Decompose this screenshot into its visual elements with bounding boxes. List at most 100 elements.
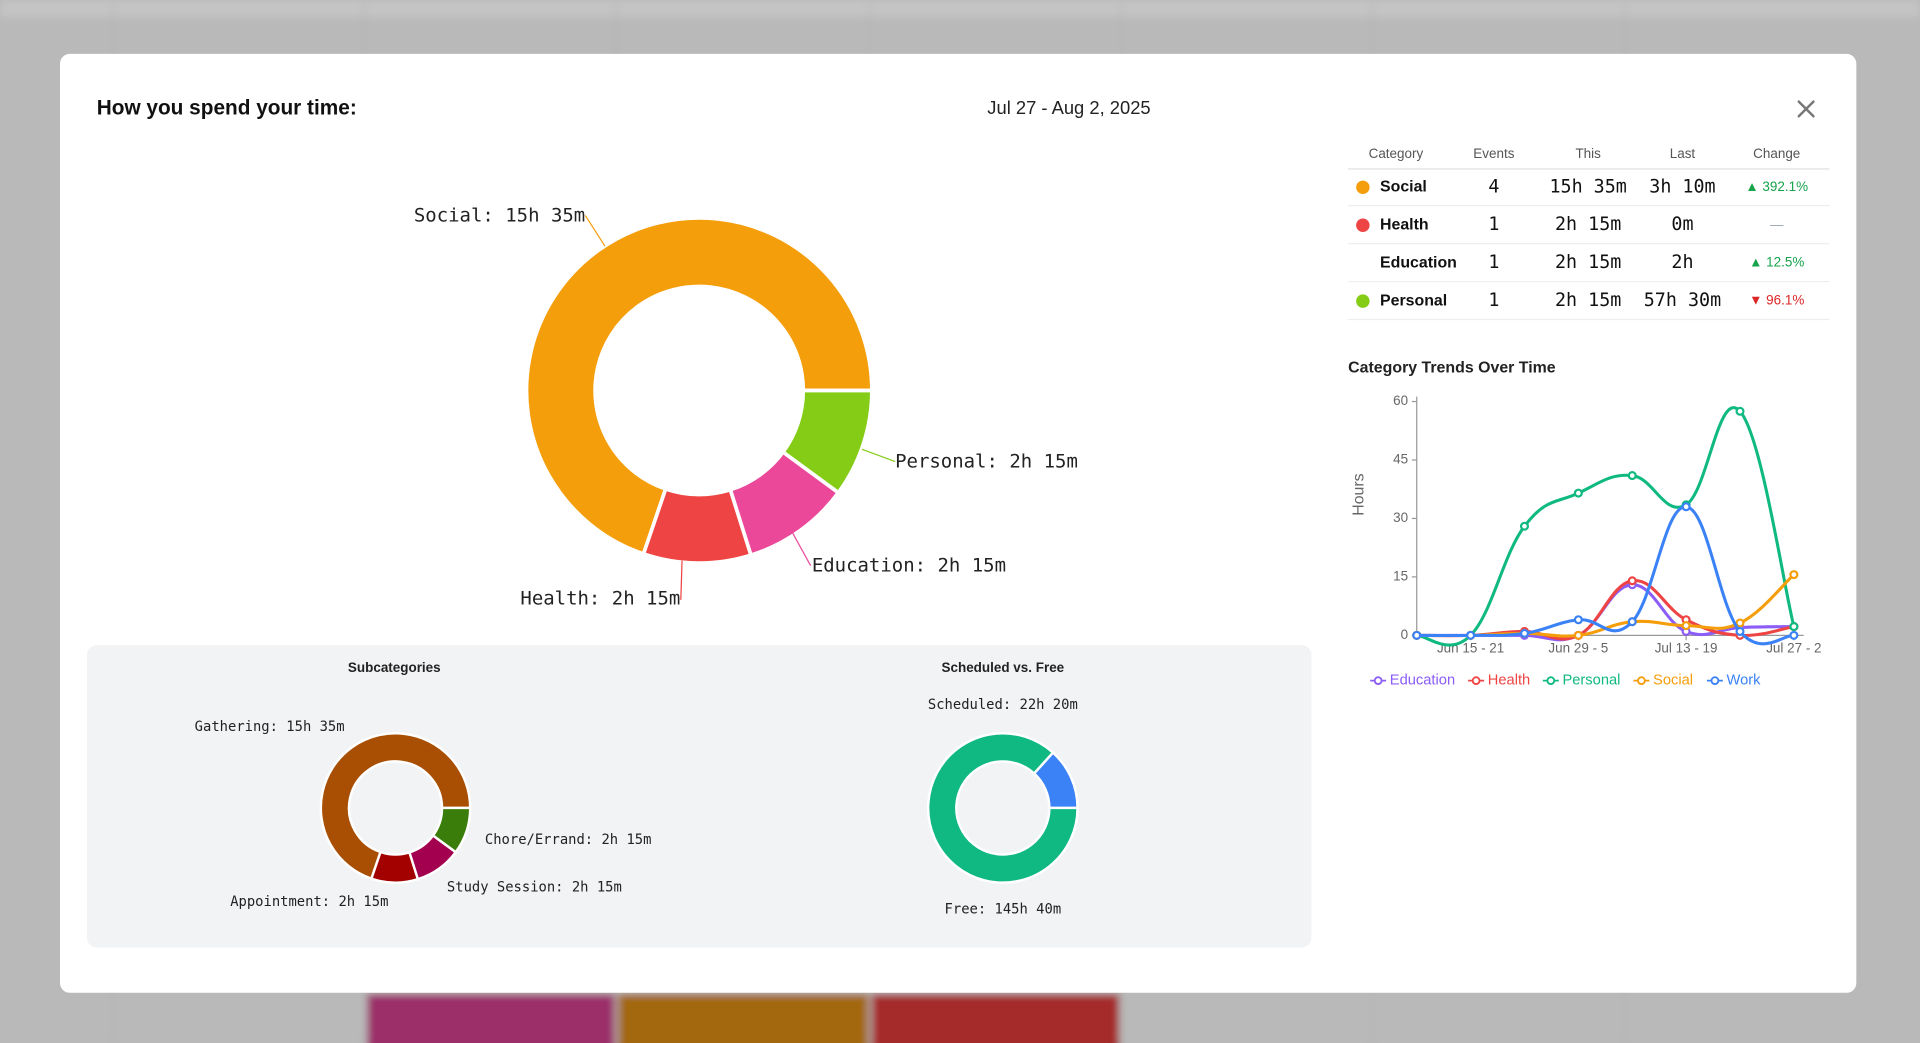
slice-label: Study Session: 2h 15m bbox=[447, 880, 622, 896]
slice-category: Appointment bbox=[230, 894, 322, 910]
separator: : bbox=[585, 832, 602, 848]
slice-value: 2h 15m bbox=[937, 554, 1006, 576]
table-header: Category bbox=[1369, 146, 1424, 161]
separator: : bbox=[986, 450, 1009, 472]
table-header: This bbox=[1575, 146, 1601, 161]
series-point bbox=[1627, 617, 1637, 627]
slice-label: Social: 15h 35m bbox=[414, 204, 585, 226]
category-name: Social bbox=[1380, 179, 1427, 196]
series-point bbox=[1627, 471, 1637, 481]
series-point bbox=[1519, 628, 1530, 638]
leader-line bbox=[680, 560, 683, 600]
series-point bbox=[1519, 521, 1530, 531]
separator: : bbox=[482, 204, 505, 226]
cell: 2h 15m bbox=[1555, 214, 1621, 235]
series-point bbox=[1627, 576, 1637, 586]
series-point bbox=[1735, 626, 1745, 636]
slice-value: 15h 35m bbox=[505, 204, 585, 226]
table-header: Change bbox=[1753, 146, 1800, 161]
slice-value: 2h 15m bbox=[601, 832, 651, 848]
cell: 1 bbox=[1488, 214, 1499, 235]
slice-category: Scheduled bbox=[928, 697, 1003, 713]
separator: : bbox=[322, 894, 339, 910]
leader-line bbox=[861, 448, 896, 463]
category-dot bbox=[1356, 180, 1370, 195]
series-point bbox=[1789, 622, 1799, 632]
series-point bbox=[1789, 570, 1799, 580]
close-button[interactable] bbox=[1791, 94, 1820, 123]
table-header: Events bbox=[1473, 146, 1514, 161]
cell: 1 bbox=[1488, 290, 1499, 311]
slice-label: Gathering: 15h 35m bbox=[195, 719, 345, 735]
change: — bbox=[1770, 217, 1784, 232]
legend-label: Education bbox=[1390, 673, 1455, 689]
legend-label: Social bbox=[1653, 673, 1693, 689]
slice-category: Social bbox=[414, 204, 483, 226]
donut-slice bbox=[926, 732, 1079, 884]
cell: 3h 10m bbox=[1649, 176, 1715, 197]
x-tick-label: Jul 27 - 2 bbox=[1766, 640, 1821, 655]
cell: 15h 35m bbox=[1549, 176, 1626, 197]
slice-label: Scheduled: 22h 20m bbox=[928, 697, 1078, 713]
donut-slice bbox=[431, 806, 472, 854]
slice-category: Health bbox=[520, 587, 589, 609]
cell: 2h 15m bbox=[1555, 252, 1621, 273]
series-point bbox=[1735, 618, 1745, 628]
legend-marker bbox=[1546, 676, 1556, 685]
change: ▲ 392.1% bbox=[1745, 179, 1808, 194]
change: ▲ 12.5% bbox=[1749, 255, 1804, 270]
slice-value: 15h 35m bbox=[286, 719, 344, 735]
category-table: Category Events This Last Change Social 4 15h 3… bbox=[1348, 146, 1830, 321]
x-tick-label: Jun 29 - 5 bbox=[1548, 640, 1608, 655]
series-point bbox=[1573, 615, 1583, 625]
donut-slice bbox=[780, 388, 874, 496]
series-point bbox=[1681, 502, 1691, 512]
separator: : bbox=[915, 554, 938, 576]
slice-label: Personal: 2h 15m bbox=[895, 450, 1078, 472]
slice-label: Health: 2h 15m bbox=[520, 587, 680, 609]
slice-label: Free: 145h 40m bbox=[945, 902, 1062, 918]
y-axis-label: Hours bbox=[1350, 473, 1367, 515]
modal-title: How you spend your time: bbox=[97, 96, 357, 119]
series-point bbox=[1681, 621, 1691, 631]
cell: 2h bbox=[1671, 252, 1693, 273]
cell: 57h 30m bbox=[1644, 290, 1721, 311]
y-tick-label: 15 bbox=[1393, 568, 1408, 583]
legend-marker bbox=[1637, 676, 1646, 685]
y-tick-label: 60 bbox=[1393, 393, 1408, 408]
slice-label: Education: 2h 15m bbox=[812, 554, 1006, 576]
slice-value: 145h 40m bbox=[995, 902, 1062, 918]
cell: 0m bbox=[1671, 214, 1693, 235]
slice-value: 2h 15m bbox=[572, 880, 622, 896]
series-point bbox=[1573, 630, 1583, 640]
chart-title: Scheduled vs. Free bbox=[942, 660, 1065, 675]
slice-value: 2h 15m bbox=[612, 587, 681, 609]
slice-value: 22h 20m bbox=[1020, 697, 1078, 713]
category-dot bbox=[1356, 218, 1370, 232]
separator: : bbox=[978, 902, 995, 918]
category-name: Health bbox=[1380, 216, 1429, 233]
x-tick-label: Jun 15 - 21 bbox=[1437, 640, 1504, 655]
legend-marker bbox=[1373, 676, 1383, 685]
y-tick-label: 45 bbox=[1393, 452, 1408, 467]
x-tick-label: Jul 13 - 19 bbox=[1655, 640, 1718, 655]
slice-category: Chore/Errand bbox=[485, 832, 585, 848]
legend-label: Personal bbox=[1562, 673, 1620, 689]
slice-value: 2h 15m bbox=[1009, 450, 1078, 472]
chart-title: Subcategories bbox=[348, 660, 441, 675]
cell: 4 bbox=[1488, 176, 1499, 197]
slice-category: Personal bbox=[895, 450, 986, 472]
slice-label: Chore/Errand: 2h 15m bbox=[485, 832, 652, 848]
separator: : bbox=[1003, 697, 1020, 713]
series-point bbox=[1412, 630, 1422, 640]
separator: : bbox=[270, 719, 287, 735]
cell: 2h 15m bbox=[1555, 290, 1621, 311]
slice-label: Appointment: 2h 15m bbox=[230, 894, 388, 910]
series-point bbox=[1573, 488, 1583, 498]
slice-category: Study Session bbox=[447, 880, 555, 896]
change: ▼ 96.1% bbox=[1749, 293, 1804, 308]
legend-label: Work bbox=[1727, 673, 1762, 689]
donut-slice bbox=[524, 216, 874, 557]
slice-value: 2h 15m bbox=[338, 894, 388, 910]
